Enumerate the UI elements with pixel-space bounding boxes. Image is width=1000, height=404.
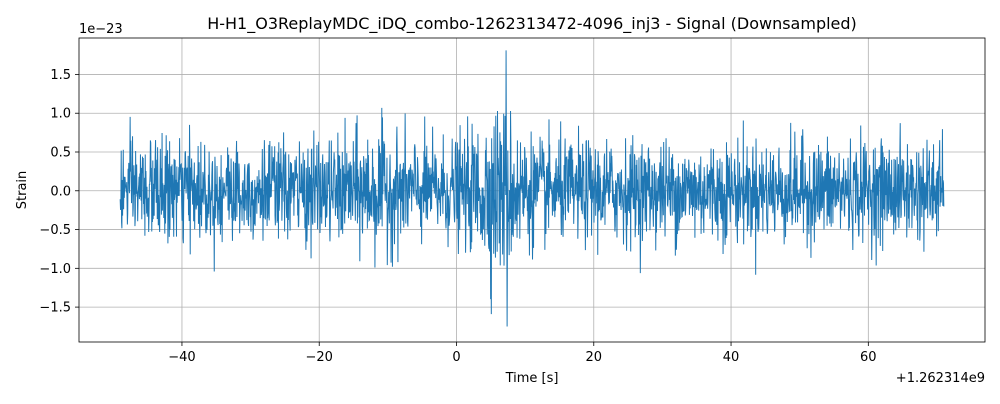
- y-tick-label: −0.5: [39, 223, 71, 238]
- y-tick-label: 0.0: [50, 184, 71, 199]
- x-tick-label: −40: [168, 350, 195, 365]
- y-tick-label: −1.5: [39, 301, 71, 316]
- x-tick-label: 0: [452, 350, 460, 365]
- x-axis-ticks: −40 −20 0 20 40 60: [168, 342, 877, 365]
- x-axis-label: Time [s]: [505, 371, 559, 386]
- x-tick-label: 60: [860, 350, 877, 365]
- signal-line: [119, 50, 945, 327]
- y-scale-label: 1e−23: [79, 22, 123, 37]
- x-tick-label: −20: [306, 350, 333, 365]
- y-tick-label: 1.5: [50, 68, 71, 83]
- y-tick-label: 0.5: [50, 146, 71, 161]
- signal-layer: [119, 50, 945, 327]
- axes-frame: [78, 37, 986, 343]
- x-tick-label: 20: [585, 350, 602, 365]
- chart-title: H-H1_O3ReplayMDC_iDQ_combo-1262313472-40…: [207, 14, 857, 34]
- y-axis-ticks: −1.5 −1.0 −0.5 0.0 0.5 1.0 1.5: [39, 68, 79, 316]
- y-tick-label: 1.0: [50, 107, 71, 122]
- y-tick-label: −1.0: [39, 262, 71, 277]
- y-axis-label: Strain: [15, 171, 30, 210]
- x-tick-label: 40: [723, 350, 740, 365]
- x-offset-label: +1.262314e9: [896, 371, 985, 386]
